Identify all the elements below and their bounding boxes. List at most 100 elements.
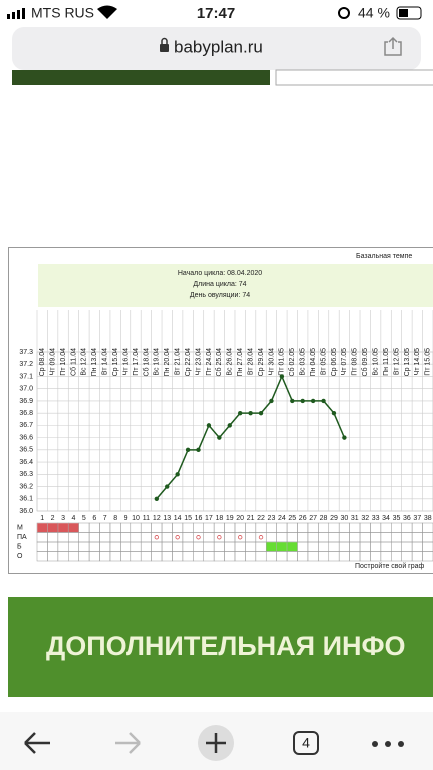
day-number: 12 [153,515,161,522]
back-button[interactable] [24,732,50,754]
date-label: Пт 01.05 [279,348,286,376]
y-tick-label: 37.2 [19,361,33,368]
battery-level: 44 % [358,5,390,21]
wifi-icon [97,5,117,19]
y-tick-label: 36.7 [19,422,33,429]
date-label: Чт 14.05 [414,348,421,375]
row-fill [37,523,48,533]
temperature-point [196,447,201,453]
day-number: 1 [40,515,44,522]
day-number: 23 [268,515,276,522]
date-label: Ср 29.04 [258,348,265,377]
y-tick-label: 36.1 [19,496,33,503]
row-symbol [196,535,201,540]
date-label: Вс 03.05 [300,348,307,376]
info-banner [8,597,433,697]
temperature-point [165,484,170,489]
y-tick-label: 36.3 [19,471,33,478]
tab-count: 4 [302,735,310,751]
date-label: Вт 12.05 [393,348,400,375]
day-number: 14 [174,515,182,522]
row-symbol [258,535,264,540]
cycle-start: Начало цикла: 08.04.2020 [178,270,262,277]
day-number: 7 [103,515,107,522]
day-number: 11 [143,515,150,522]
temperature-point [237,410,243,416]
temperature-point [227,423,232,428]
y-tick-label: 36.6 [19,434,33,441]
y-tick-label: 37.1 [19,373,33,380]
date-label: Пн 11.05 [383,348,390,376]
y-tick-label: 36.4 [19,459,33,466]
battery-icon [396,6,422,20]
date-label: Пт 24.04 [206,348,213,376]
y-tick-label: 36.0 [19,508,33,515]
address-bar[interactable] [12,27,421,70]
lock-icon [160,44,169,52]
date-label: Вт 28.04 [247,348,254,375]
date-label: Чт 16.04 [122,348,129,375]
day-number: 3 [61,515,65,522]
forward-button[interactable] [115,732,141,754]
tabs-button[interactable] [293,731,319,755]
day-number: 29 [330,515,338,522]
day-number: 27 [309,515,317,522]
menu-tab [275,69,433,86]
date-label: Пн 20.04 [164,348,171,376]
date-label: Пт 08.05 [352,348,359,376]
temperature-point [248,410,253,416]
date-label: Сб 18.04 [142,348,150,377]
temperature-point [185,447,191,453]
day-number: 16 [195,515,203,522]
temperature-point [321,398,326,404]
info-box [38,264,433,307]
date-label: Чт 07.05 [341,348,348,375]
temperature-point [279,374,285,379]
y-tick-label: 36.5 [19,447,33,454]
temperature-point [300,398,305,404]
date-label: Чт 09.04 [49,348,56,375]
temperature-point [342,435,347,440]
carrier: MTS RUS [31,5,94,21]
date-label: Сб 02.05 [288,348,296,377]
temperature-point [217,435,222,440]
day-number: 15 [184,515,192,522]
day-number: 25 [288,515,296,522]
date-label: Пн 04.05 [310,348,317,376]
date-label: Пн 13.04 [91,348,98,376]
day-number: 31 [351,515,359,522]
url: babyplan.ru [174,37,263,56]
cycle-length: Длина цикла: 74 [193,281,246,288]
row-label: М [17,525,23,532]
day-number: 30 [340,515,348,522]
day-number: 35 [393,515,401,522]
day-number: 8 [113,515,117,522]
battery-fill [399,9,408,17]
date-label: Сб 09.05 [361,348,369,377]
row-fill [266,542,277,552]
date-label: Ср 08.04 [39,348,46,377]
more-button[interactable] [372,741,404,747]
day-number: 33 [372,515,380,522]
day-number: 19 [226,515,234,522]
date-label: Пт 10.04 [60,348,67,376]
day-number: 28 [320,515,328,522]
date-label: Ср 15.04 [112,348,119,377]
date-label: Сб 25.04 [215,348,223,377]
date-label: Пт 17.04 [133,348,140,376]
date-label: Вт 05.05 [320,348,327,375]
day-number: 2 [51,515,55,522]
day-number: 18 [215,515,223,522]
signal-icon [7,8,25,19]
temperature-point [175,472,180,477]
date-label: Сб 11.04 [69,348,77,376]
temperature-point [290,398,295,404]
share-button[interactable] [384,36,402,56]
day-number: 5 [82,515,86,522]
chart-footer[interactable]: Постройте свой граф [355,562,425,570]
day-number: 13 [163,515,171,522]
day-number: 17 [205,515,213,522]
day-number: 4 [72,515,76,522]
y-tick-label: 36.2 [19,483,33,490]
